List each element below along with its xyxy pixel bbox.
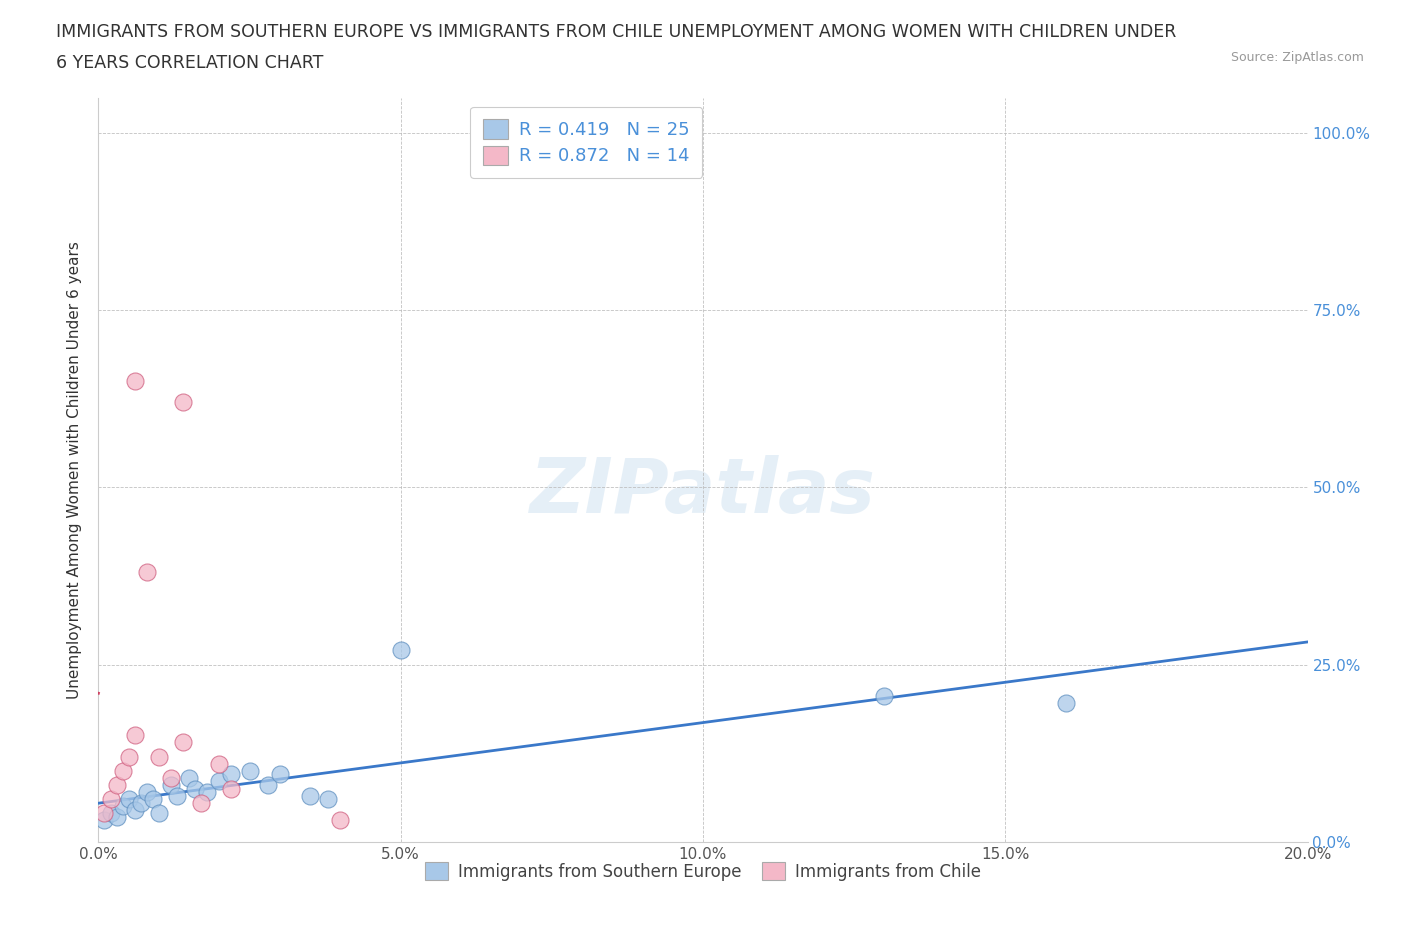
Point bbox=[208, 774, 231, 789]
Point bbox=[124, 803, 146, 817]
Point bbox=[873, 689, 896, 704]
Point bbox=[179, 770, 201, 785]
Point bbox=[389, 643, 412, 658]
Point bbox=[184, 781, 207, 796]
Point bbox=[124, 374, 146, 389]
Point bbox=[111, 764, 134, 778]
Point bbox=[129, 795, 152, 810]
Point bbox=[118, 791, 141, 806]
Point bbox=[135, 565, 157, 579]
Text: ZIPatlas: ZIPatlas bbox=[530, 455, 876, 529]
Point bbox=[111, 799, 134, 814]
Point bbox=[93, 813, 115, 828]
Text: 6 YEARS CORRELATION CHART: 6 YEARS CORRELATION CHART bbox=[56, 54, 323, 72]
Point bbox=[148, 806, 170, 821]
Point bbox=[142, 791, 165, 806]
Point bbox=[299, 788, 322, 803]
Point bbox=[124, 728, 146, 743]
Point bbox=[93, 806, 115, 821]
Text: IMMIGRANTS FROM SOUTHERN EUROPE VS IMMIGRANTS FROM CHILE UNEMPLOYMENT AMONG WOME: IMMIGRANTS FROM SOUTHERN EUROPE VS IMMIG… bbox=[56, 23, 1177, 41]
Point bbox=[208, 756, 231, 771]
Legend: Immigrants from Southern Europe, Immigrants from Chile: Immigrants from Southern Europe, Immigra… bbox=[416, 854, 990, 889]
Point bbox=[172, 735, 194, 750]
Point bbox=[316, 791, 339, 806]
Point bbox=[100, 806, 122, 821]
Point bbox=[160, 777, 183, 792]
Point bbox=[195, 785, 218, 800]
Point bbox=[329, 813, 352, 828]
Point bbox=[148, 750, 170, 764]
Point bbox=[166, 788, 188, 803]
Point bbox=[118, 750, 141, 764]
Point bbox=[160, 770, 183, 785]
Y-axis label: Unemployment Among Women with Children Under 6 years: Unemployment Among Women with Children U… bbox=[67, 241, 83, 698]
Point bbox=[256, 777, 278, 792]
Point bbox=[221, 781, 243, 796]
Point bbox=[100, 791, 122, 806]
Point bbox=[105, 777, 128, 792]
Point bbox=[1054, 696, 1077, 711]
Point bbox=[135, 785, 157, 800]
Point bbox=[239, 764, 262, 778]
Point bbox=[221, 767, 243, 782]
Point bbox=[105, 809, 128, 824]
Point bbox=[190, 795, 212, 810]
Text: Source: ZipAtlas.com: Source: ZipAtlas.com bbox=[1230, 51, 1364, 64]
Point bbox=[269, 767, 291, 782]
Point bbox=[172, 395, 194, 410]
